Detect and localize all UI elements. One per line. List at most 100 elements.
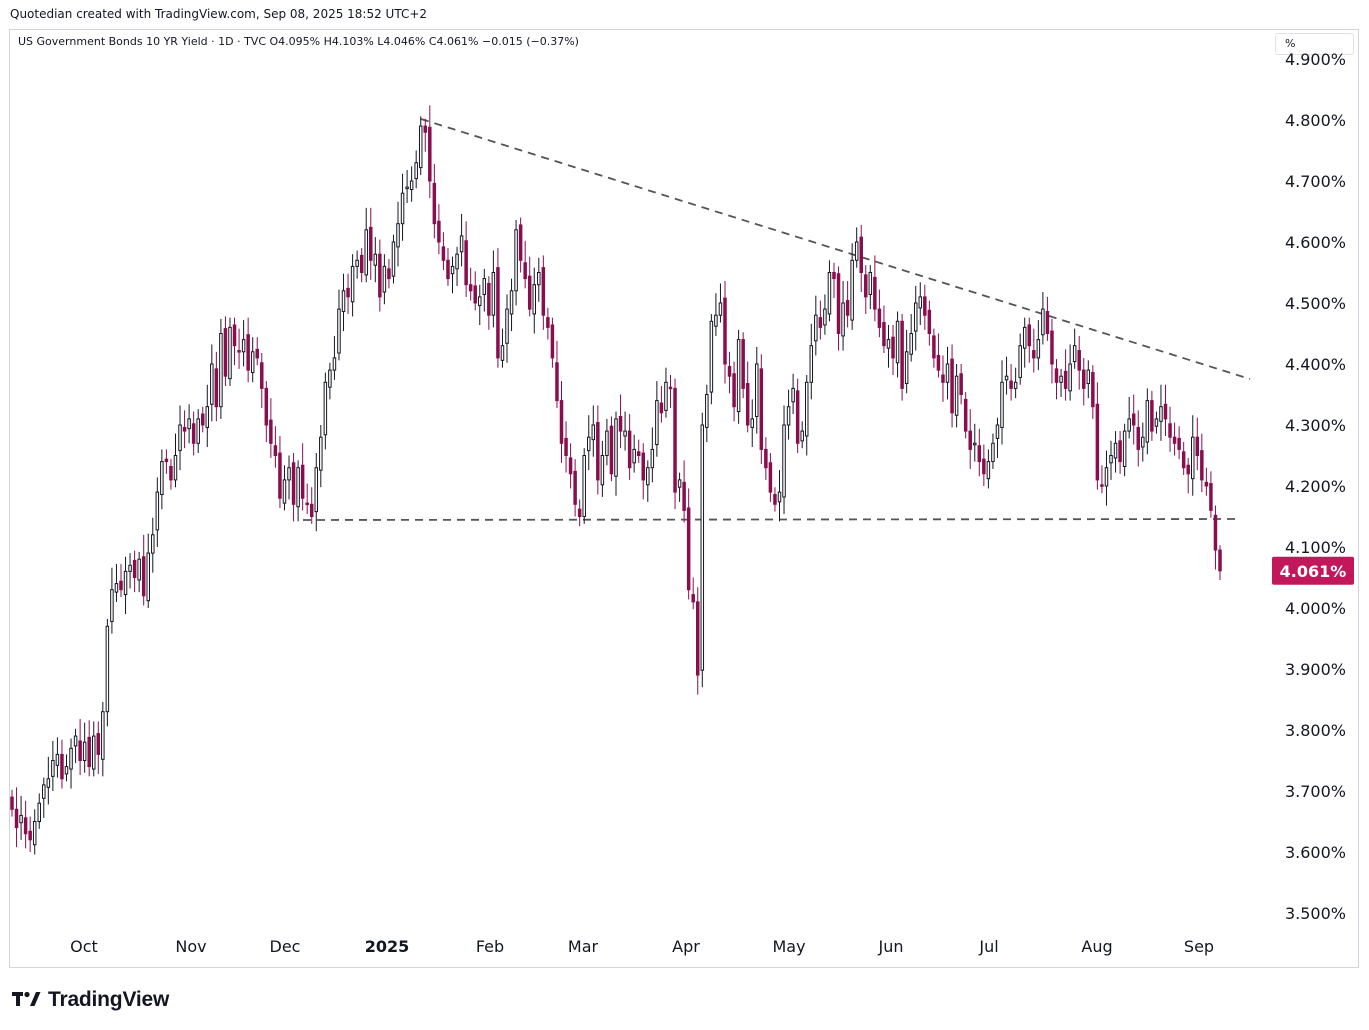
x-tick-label: Mar <box>568 937 599 956</box>
candle <box>323 372 328 450</box>
candle <box>468 267 473 301</box>
candle <box>1200 433 1204 493</box>
price-scale-unit[interactable]: % <box>1275 33 1354 55</box>
candle <box>986 449 991 489</box>
candle <box>854 227 859 268</box>
candle <box>432 163 437 239</box>
candle <box>646 460 650 502</box>
candle <box>378 239 382 312</box>
candle <box>423 118 428 152</box>
candle <box>573 459 577 517</box>
candle <box>1091 365 1095 419</box>
candle <box>591 405 596 457</box>
candle <box>396 201 400 267</box>
candle <box>991 433 995 469</box>
candle <box>414 150 418 189</box>
candle <box>246 317 250 383</box>
candle <box>455 246 459 286</box>
x-tick-label: May <box>772 937 805 956</box>
candle <box>532 267 537 334</box>
candle <box>1159 384 1163 441</box>
candle <box>1113 431 1118 473</box>
candle <box>1095 382 1100 490</box>
candle <box>428 105 432 199</box>
candle <box>882 305 886 354</box>
candle <box>541 255 546 330</box>
y-tick-label: 4.000% <box>1285 599 1346 618</box>
candle <box>555 340 559 408</box>
candle <box>300 443 305 511</box>
candle <box>264 381 269 443</box>
candle <box>1195 417 1200 471</box>
candle <box>900 313 904 401</box>
candle <box>1059 368 1063 397</box>
candle <box>727 351 732 394</box>
candle <box>1045 296 1050 341</box>
chart-credit: Quotedian created with TradingView.com, … <box>10 7 428 21</box>
candle <box>1086 360 1091 399</box>
candle <box>1168 406 1172 452</box>
candle <box>278 435 282 508</box>
candle <box>618 394 623 449</box>
y-axis: 4.900% 4.800% 4.700% 4.600% 4.500% 4.400% 4.30… <box>1285 50 1346 923</box>
candle <box>37 793 41 829</box>
candle <box>732 361 736 422</box>
candle <box>478 284 482 325</box>
candle <box>1131 394 1136 445</box>
candle <box>228 317 232 386</box>
y-tick-label: 4.300% <box>1285 416 1346 435</box>
candle <box>995 417 1000 458</box>
candle <box>255 337 259 366</box>
last-price-label: 4.061% <box>1280 562 1347 581</box>
candle <box>128 553 132 589</box>
candle <box>473 271 477 311</box>
candle <box>1068 344 1072 401</box>
candle <box>537 257 541 302</box>
candle <box>51 740 55 791</box>
candle <box>241 320 246 367</box>
candle <box>941 355 945 402</box>
symbol-legend: US Government Bonds 10 YR Yield · 1D · T… <box>18 35 579 48</box>
candle <box>1141 422 1145 462</box>
candle <box>101 701 105 777</box>
candle <box>605 418 609 466</box>
candle <box>859 224 863 293</box>
candle <box>55 737 60 778</box>
candle <box>1186 457 1190 494</box>
candle <box>509 278 514 332</box>
candle <box>169 459 173 490</box>
y-tick-label: 4.500% <box>1285 294 1346 313</box>
candle <box>1145 388 1150 455</box>
candle <box>1122 423 1127 477</box>
candle <box>1104 450 1109 506</box>
candle <box>341 273 346 332</box>
candle <box>64 754 69 782</box>
y-tick-label: 4.900% <box>1285 50 1346 69</box>
candle <box>437 204 441 255</box>
candle <box>818 300 823 340</box>
x-tick-label: Apr <box>672 937 700 956</box>
candle <box>786 389 791 440</box>
x-tick-label: Jul <box>978 937 998 956</box>
candle <box>1004 356 1009 395</box>
candle <box>369 207 373 280</box>
candle <box>46 756 51 805</box>
candle <box>795 378 800 454</box>
candle <box>668 374 673 408</box>
candle <box>346 273 350 314</box>
candle <box>927 300 932 346</box>
candle <box>418 116 423 175</box>
candle <box>28 816 32 852</box>
candle <box>873 255 877 322</box>
candle <box>886 324 891 368</box>
x-tick-label: 2025 <box>365 937 410 956</box>
candle <box>223 316 228 386</box>
candle <box>382 254 387 305</box>
candle <box>1018 333 1022 385</box>
candle <box>400 173 405 241</box>
candle <box>782 405 786 515</box>
candle <box>450 256 455 294</box>
candle <box>895 311 900 378</box>
candle <box>773 487 777 512</box>
